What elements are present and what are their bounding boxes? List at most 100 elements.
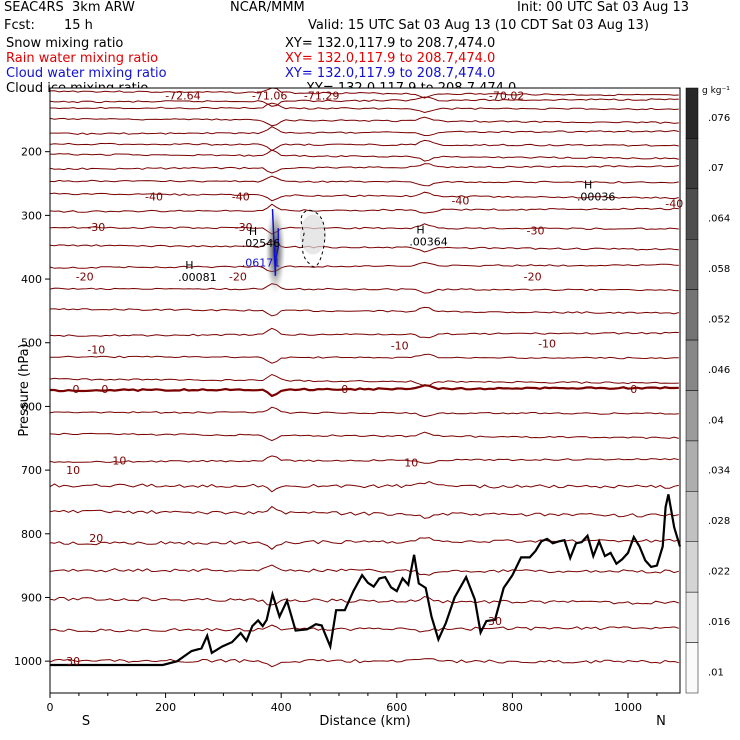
isotherm-label: 10 [66, 464, 80, 477]
colorbar-tick-label: .07 [708, 163, 724, 174]
isotherm-label: -20 [76, 271, 94, 284]
isotherm-contour [49, 306, 679, 317]
colorbar-tick-label: .076 [708, 113, 730, 124]
isotherm-contour [49, 283, 679, 294]
isotherm-label: -20 [229, 271, 247, 284]
isotherm-contour [49, 240, 679, 253]
valid-time: Valid: 15 UTC Sat 03 Aug 13 (10 CDT Sat … [308, 18, 649, 33]
y-tick-label: 500 [21, 337, 42, 350]
isotherm-label: -71.06 [252, 90, 287, 103]
isotherm-label: 10 [112, 455, 126, 468]
isotherm-label: -40 [145, 190, 163, 203]
colorbar-segment [685, 239, 699, 290]
isotherm-label: 30 [66, 655, 80, 668]
colorbar-tick-label: .052 [708, 314, 730, 325]
cloud-ice-shading [265, 206, 286, 295]
isotherm-contour [49, 116, 679, 127]
legend-rain-xy: XY= 132.0,117.9 to 208.7,474.0 [285, 51, 496, 66]
colorbar-segment [685, 591, 699, 643]
isotherm-label: -10 [391, 339, 409, 352]
legend-cloud-water-xy: XY= 132.0,117.9 to 208.7,474.0 [285, 66, 496, 81]
legend-rain: Rain water mixing ratio [6, 51, 159, 66]
legend-snow-xy: XY= 132.0,117.9 to 208.7,474.0 [285, 36, 496, 51]
terrain-profile [50, 494, 682, 667]
extremum-marker: H [584, 178, 592, 191]
isotherm-contour [49, 139, 679, 152]
colorbar-tick-label: .028 [708, 516, 730, 527]
mixing-ratio-shading [265, 206, 326, 295]
isotherm-contour [49, 624, 679, 633]
isotherm-contour [49, 455, 679, 464]
isotherm-contour [49, 261, 679, 273]
contour-labels: -72.64 -71.06 -71.29 -70.02 -40 -40 -40 -40 -30 -… [66, 90, 683, 669]
isotherm-label: 0 [630, 383, 637, 396]
isotherm-contours [49, 87, 679, 668]
forecast-label: Fcst: [4, 18, 35, 33]
cloud-water-contour [271, 208, 280, 276]
isotherm-contour [49, 327, 679, 339]
colorbar-tick-label: .058 [708, 264, 730, 275]
isotherm-label: -20 [524, 271, 542, 284]
colorbar-segment [685, 642, 699, 694]
isotherm-contour [49, 175, 679, 187]
extremum-marker: H [249, 225, 257, 238]
x-tick-label: 800 [502, 701, 523, 714]
legend-snow: Snow mixing ratio [6, 36, 124, 51]
snow-shading [299, 214, 326, 255]
colorbar-segment [685, 87, 699, 139]
y-tick-label: 1000 [14, 655, 42, 668]
y-tick-label: 300 [21, 209, 42, 222]
isotherm-label: -71.29 [304, 90, 339, 103]
freezing-level-contour [50, 384, 679, 398]
colorbar-tick-label: .064 [708, 214, 730, 225]
init-time: Init: 00 UTC Sat 03 Aug 13 [517, 0, 690, 15]
isotherm-label: -30 [235, 221, 253, 234]
south-label: S [82, 714, 90, 729]
isotherm-label: -30 [527, 225, 545, 238]
extremum-value: .00036 [577, 190, 616, 203]
isotherm-label: -10 [87, 344, 105, 357]
isotherm-contour [50, 102, 679, 114]
center-label: NCAR/MMM [230, 0, 305, 15]
isotherm-label: 20 [89, 532, 103, 545]
isotherm-contour [49, 149, 679, 162]
isotherm-contour [49, 191, 679, 202]
colorbar-segment [685, 188, 699, 240]
colorbar-tick-label: .04 [708, 415, 724, 426]
isotherm-label: -40 [451, 195, 469, 208]
x-axis-label: Distance (km) [319, 714, 410, 729]
experiment-title: SEAC4RS 3km ARW [4, 0, 135, 15]
plot-frame [49, 87, 681, 694]
x-tick-label: 0 [47, 701, 54, 714]
isotherm-contour [49, 595, 679, 606]
colorbar-segment [685, 138, 699, 190]
isotherm-contour [49, 373, 679, 387]
axes: 0 200 400 600 800 100020030040050060070080090… [14, 146, 658, 714]
isotherm-contour [49, 505, 679, 519]
x-tick-label: 600 [386, 701, 407, 714]
colorbar-tick-label: .034 [708, 466, 730, 477]
colorbar-segment [685, 541, 699, 593]
colorbar-tick-label: .022 [708, 567, 730, 578]
extremum-value: .00081 [178, 271, 217, 284]
isotherm-contour [49, 223, 679, 235]
y-tick-label: 400 [21, 273, 42, 286]
forecast-hour: 15 h [64, 18, 93, 33]
colorbar: .076 .07 .064 .058 .052 .046 .04 .034 .028 .022 .0… [685, 86, 730, 694]
snow-contour [300, 209, 326, 268]
isotherm-label: 30 [488, 615, 502, 628]
isotherm-label: -72.64 [165, 90, 200, 103]
isotherm-contour [49, 353, 679, 364]
extremum-marker: H [185, 259, 193, 272]
isotherm-label: 0 [73, 383, 80, 396]
isotherm-label: -40 [665, 197, 683, 210]
legend-cloud-water: Cloud water mixing ratio [6, 66, 167, 81]
isotherm-contour [49, 163, 679, 174]
x-tick-label: 400 [271, 701, 292, 714]
colorbar-unit: g kg⁻¹ [702, 86, 730, 96]
extremum-value: .02546 [242, 237, 281, 250]
colorbar-segment [685, 491, 699, 543]
y-tick-label: 800 [21, 528, 42, 541]
y-axis-label: Pressure (hPa) [17, 343, 32, 436]
